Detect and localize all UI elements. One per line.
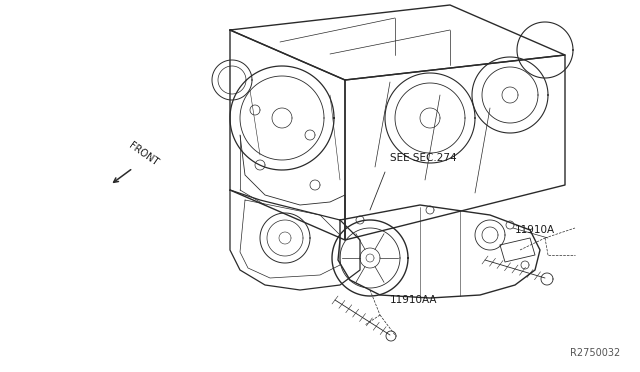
Text: 11910AA: 11910AA	[390, 295, 438, 305]
Text: FRONT: FRONT	[127, 141, 160, 168]
Text: 11910A: 11910A	[515, 225, 555, 235]
Text: SEE SEC.274: SEE SEC.274	[390, 153, 456, 163]
Text: R2750032: R2750032	[570, 348, 620, 358]
